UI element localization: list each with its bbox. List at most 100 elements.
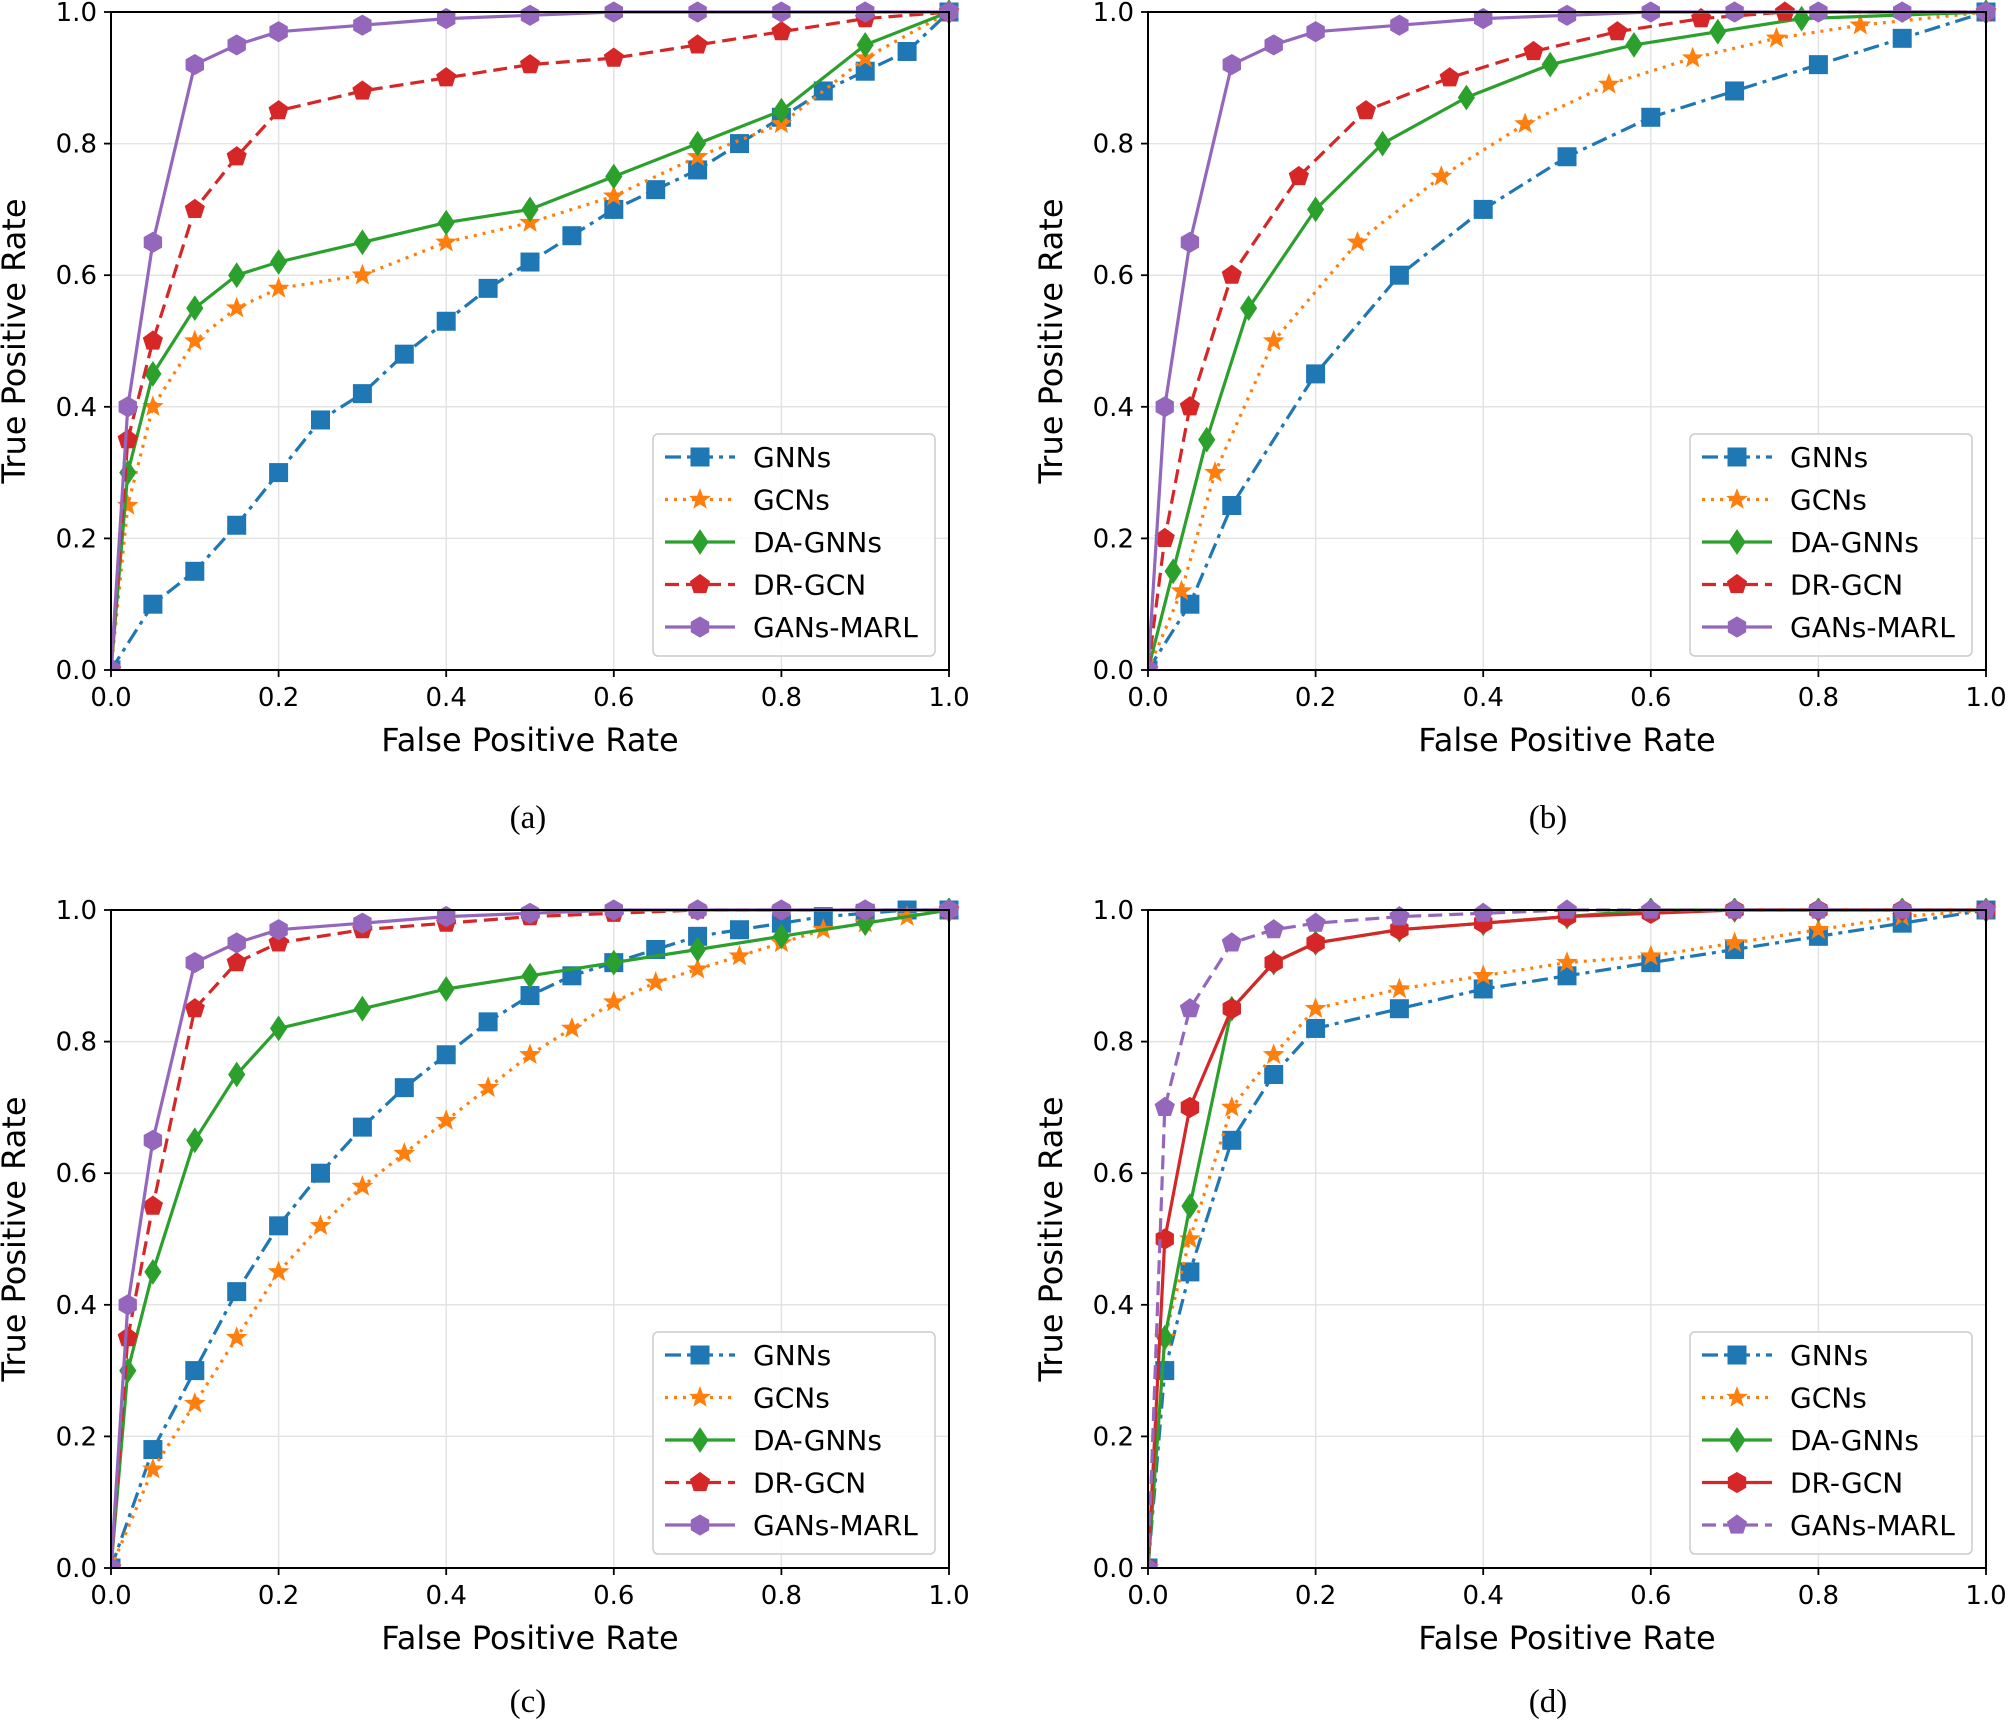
series-gcns: [111, 898, 960, 1568]
legend-label-dr-gcn: DR-GCN: [1790, 569, 1903, 602]
x-tick-label: 0.2: [1295, 683, 1336, 713]
legend-label-gcns: GCNs: [753, 484, 830, 517]
data-point-gnns: [227, 515, 247, 535]
data-point-gans-marl: [1305, 912, 1326, 932]
data-point-dr-gcn: [603, 47, 624, 67]
data-point-gcns: [1556, 951, 1578, 972]
data-point-gcns: [602, 990, 625, 1012]
x-tick-label: 0.0: [1127, 1581, 1168, 1611]
x-tick-label: 1.0: [1965, 683, 2006, 713]
data-point-da-gnns: [1181, 1193, 1199, 1220]
legend-marker-gcns: [689, 488, 711, 509]
data-point-dr-gcn: [771, 21, 792, 41]
data-point-da-gnns: [228, 262, 246, 289]
data-point-gnns: [897, 41, 917, 61]
data-point-gans-marl: [1148, 659, 1158, 670]
x-tick-label: 0.0: [90, 683, 131, 713]
y-tick-label: 0.6: [1093, 1159, 1134, 1189]
data-point-dr-gcn: [1221, 264, 1242, 284]
y-tick-label: 0.6: [56, 1159, 97, 1189]
data-point-dr-gcn: [1306, 932, 1325, 954]
data-point-da-gnns: [353, 995, 372, 1022]
y-axis-title: True Positive Rate: [1032, 1096, 1070, 1382]
legend-label-da-gnns: DA-GNNs: [753, 1424, 882, 1457]
data-point-dr-gcn: [1179, 396, 1200, 416]
data-point-gans-marl: [1222, 54, 1241, 76]
data-point-dr-gcn: [184, 198, 205, 218]
data-point-gnns: [688, 160, 708, 180]
legend-marker-gcns: [1726, 488, 1748, 509]
data-point-gcns: [477, 1076, 499, 1097]
y-tick-label: 0.0: [56, 656, 97, 686]
data-point-gans-marl: [1221, 932, 1242, 952]
y-tick-label: 0.2: [1093, 1422, 1134, 1452]
x-tick-label: 0.2: [1295, 1581, 1336, 1611]
data-point-gnns: [1808, 55, 1828, 75]
y-tick-label: 1.0: [56, 0, 97, 28]
legend-marker-da-gnns: [1728, 529, 1746, 555]
data-point-da-gnns: [1457, 84, 1476, 111]
axes-frame: [1147, 11, 1987, 671]
data-point-gans-marl: [1264, 34, 1283, 56]
data-point-gnns: [1306, 364, 1326, 384]
data-point-gnns: [227, 1282, 247, 1302]
data-point-gnns: [311, 1163, 330, 1183]
data-point-gans-marl: [185, 952, 204, 974]
legend: GNNs GCNs DA-GNNs DR-GCN GANs-MARL: [652, 433, 936, 657]
x-tick-label: 0.0: [1127, 683, 1168, 713]
x-tick-label: 0.4: [426, 1581, 467, 1611]
data-point-da-gnns: [605, 949, 623, 976]
legend-marker-da-gnns: [691, 529, 709, 555]
data-point-gnns: [1557, 966, 1577, 986]
x-tick-label: 1.0: [928, 683, 969, 713]
data-point-gans-marl: [1180, 231, 1200, 253]
x-tick-label: 0.2: [258, 683, 299, 713]
data-point-gans-marl: [111, 1557, 121, 1568]
legend-marker-gnns: [1727, 1345, 1747, 1365]
legend-box: [1689, 433, 1973, 657]
data-point-gans-marl: [1155, 396, 1174, 418]
legend-label-dr-gcn: DR-GCN: [1790, 1467, 1903, 1500]
legend-label-gcns: GCNs: [1790, 484, 1867, 517]
data-point-gnns: [394, 1078, 414, 1098]
x-axis-title: False Positive Rate: [1418, 1619, 1715, 1657]
data-point-da-gnns: [688, 936, 707, 963]
data-point-gcns: [561, 1016, 583, 1038]
data-point-da-gnns: [269, 1015, 288, 1042]
roc-panel-d: 0.0 0.2 0.4 0.6 0.8 1.0 0.0 0.2 0.4 0.6 0.8 1.0 Fals…: [1032, 896, 2007, 1720]
data-point-gans-marl: [1263, 919, 1284, 939]
data-point-gnns: [352, 384, 372, 404]
data-point-da-gnns: [1709, 18, 1727, 45]
x-tick-label: 0.4: [426, 683, 467, 713]
data-point-dr-gcn: [142, 330, 163, 350]
legend-marker-gans-marl: [690, 616, 710, 638]
legend-marker-gans-marl: [1727, 616, 1747, 638]
y-tick-label: 0.0: [56, 1554, 97, 1584]
data-point-gans-marl: [353, 14, 372, 36]
data-point-dr-gcn: [519, 53, 541, 74]
y-axis-title: True Positive Rate: [0, 1096, 33, 1382]
data-point-gnns: [1264, 1065, 1284, 1084]
data-point-gnns: [730, 920, 749, 940]
data-point-gans-marl: [227, 932, 246, 954]
data-point-gnns: [604, 199, 624, 219]
data-point-dr-gcn: [1439, 67, 1460, 87]
data-point-gnns: [1389, 265, 1409, 285]
data-point-da-gnns: [1541, 51, 1559, 78]
y-tick-label: 0.4: [56, 393, 97, 423]
data-point-gnns: [436, 1045, 456, 1065]
data-point-gnns: [143, 1440, 163, 1460]
series-line-da-gnns: [1148, 10, 1987, 670]
plot-area: [1148, 0, 1997, 670]
data-point-da-gnns: [228, 1061, 246, 1088]
data-point-gnns: [520, 252, 540, 272]
data-point-gcns: [1765, 26, 1788, 48]
axes-frame: [110, 11, 950, 671]
data-point-gnns: [436, 311, 456, 331]
legend-marker-gnns: [690, 447, 710, 467]
data-point-dr-gcn: [117, 1327, 138, 1347]
plot-area: [111, 0, 960, 670]
data-point-dr-gcn: [1607, 21, 1628, 41]
data-point-gcns: [1204, 461, 1226, 482]
